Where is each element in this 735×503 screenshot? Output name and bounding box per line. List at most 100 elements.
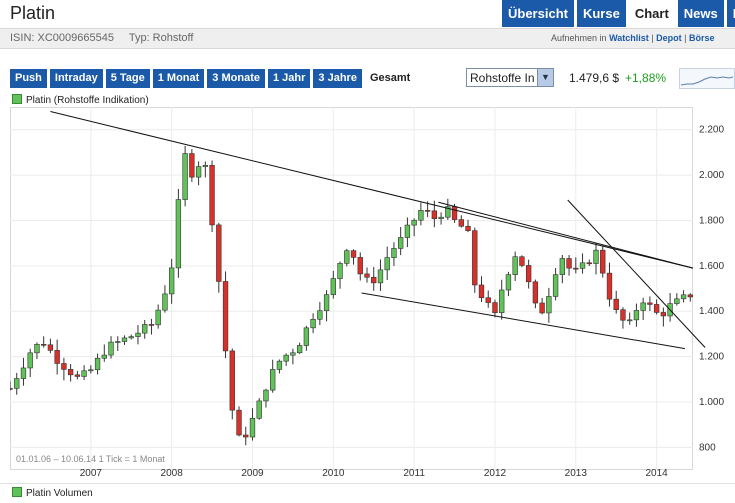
candle-body: [283, 354, 289, 362]
candle-body: [525, 265, 532, 283]
candle-body: [34, 343, 40, 354]
x-tick-label: 2011: [403, 468, 425, 479]
candle-body: [627, 319, 633, 322]
candle-body: [108, 341, 114, 356]
watchlist-link[interactable]: Watchlist: [609, 33, 649, 43]
candle-body: [330, 278, 336, 295]
candle-body: [418, 210, 424, 221]
range-push-button[interactable]: Push: [10, 69, 47, 88]
watchlist-actions: Aufnehmen in Watchlist | Depot | Börse: [551, 33, 715, 43]
candle-body: [20, 367, 27, 379]
candle-body: [270, 369, 276, 391]
candle-body: [478, 284, 485, 299]
type-label: Typ: Rohstoff: [128, 32, 194, 44]
candle-body: [337, 263, 343, 279]
candle-body: [411, 219, 417, 226]
candle-body: [485, 297, 491, 303]
legend-swatch: [12, 94, 22, 104]
volume-legend: Platin Volumen: [12, 487, 93, 499]
candle-body: [552, 274, 559, 297]
plot-area: [10, 107, 693, 470]
candle-body: [175, 199, 182, 269]
candle-body: [135, 332, 141, 337]
candle-body: [499, 289, 505, 314]
candle-body: [579, 262, 586, 269]
candle-body: [94, 357, 101, 371]
candle-body: [61, 363, 67, 370]
candle-body: [647, 302, 653, 305]
candle-body: [101, 354, 107, 359]
volume-legend-swatch: [12, 487, 22, 497]
candle-body: [344, 250, 350, 264]
candle-body: [680, 294, 687, 300]
candle-body: [391, 248, 397, 258]
exchange-select[interactable]: Rohstoffe In ▼: [466, 68, 554, 87]
candle-body: [532, 281, 539, 304]
range-intraday-button[interactable]: Intraday: [49, 69, 103, 88]
candle-body: [492, 302, 498, 314]
main-tabs: Übersicht Kurse Chart News Fo: [502, 0, 735, 27]
separator: |: [651, 33, 654, 43]
candle-body: [10, 388, 13, 390]
candle-body: [573, 267, 579, 270]
tab-chart[interactable]: Chart: [628, 0, 675, 27]
candle-body: [620, 309, 626, 321]
price-change: +1,88%: [625, 71, 667, 85]
candle-body: [398, 237, 404, 249]
range-3-jahre-button[interactable]: 3 Jahre: [313, 69, 362, 88]
candle-body: [249, 417, 256, 438]
candle-body: [236, 409, 242, 436]
boerse-link[interactable]: Börse: [688, 33, 715, 43]
panel-divider: [0, 483, 735, 484]
range-1-monat-button[interactable]: 1 Monat: [152, 69, 205, 88]
candle-body: [243, 434, 249, 438]
range-gesamt-button[interactable]: Gesamt: [364, 69, 416, 88]
candle-body: [128, 336, 134, 339]
candle-body: [512, 256, 518, 275]
last-price: 1.479,6 $: [569, 71, 620, 85]
candle-body: [546, 296, 552, 314]
time-range-selector: Push Intraday 5 Tage 1 Monat 3 Monate 1 …: [10, 69, 416, 88]
candle-body: [539, 302, 545, 314]
range-3-monate-button[interactable]: 3 Monate: [207, 69, 265, 88]
candle-body: [296, 345, 303, 354]
candle-body: [41, 343, 47, 346]
x-tick-label: 2009: [241, 468, 264, 479]
y-tick-label: 1.400: [699, 306, 724, 317]
instrument-meta: ISIN: XC0009665545 Typ: Rohstoff: [10, 32, 205, 44]
candle-body: [290, 352, 296, 356]
range-5-tage-button[interactable]: 5 Tage: [105, 69, 150, 88]
candle-body: [209, 165, 215, 226]
range-1-jahr-button[interactable]: 1 Jahr: [267, 69, 311, 88]
depot-link[interactable]: Depot: [656, 33, 682, 43]
page-title: Platin: [10, 3, 56, 23]
trendline-channel-upper: [438, 201, 694, 269]
y-tick-label: 800: [699, 442, 716, 453]
y-tick-label: 1.600: [699, 261, 724, 272]
candle-body: [633, 310, 640, 321]
price-chart[interactable]: 800 1.000 1.200 1.400 1.600 1.800 2.000 2.200 2…: [10, 107, 735, 483]
candle-body: [81, 370, 87, 377]
candle-body: [74, 374, 81, 377]
candle-body: [566, 258, 572, 269]
candle-body: [155, 309, 161, 326]
candle-body: [687, 294, 693, 298]
candle-body: [14, 378, 20, 389]
y-tick-label: 1.000: [699, 397, 724, 408]
candle-body: [519, 256, 525, 266]
candle-body: [121, 337, 128, 342]
candle-body: [438, 216, 444, 219]
tab-kurse[interactable]: Kurse: [576, 0, 626, 27]
candle-body: [357, 257, 363, 275]
x-tick-label: 2010: [322, 468, 345, 479]
tab-uebersicht[interactable]: Übersicht: [502, 0, 574, 27]
chevron-down-icon[interactable]: ▼: [537, 69, 553, 86]
candle-body: [182, 153, 188, 200]
y-tick-label: 2.000: [699, 170, 724, 181]
isin-label: ISIN: XC0009665545: [10, 32, 114, 44]
tab-news[interactable]: News: [677, 0, 724, 27]
candle-body: [263, 389, 269, 402]
candle-body: [27, 352, 33, 369]
sparkline-thumbnail[interactable]: [679, 68, 735, 89]
tab-fo[interactable]: Fo: [726, 0, 735, 27]
